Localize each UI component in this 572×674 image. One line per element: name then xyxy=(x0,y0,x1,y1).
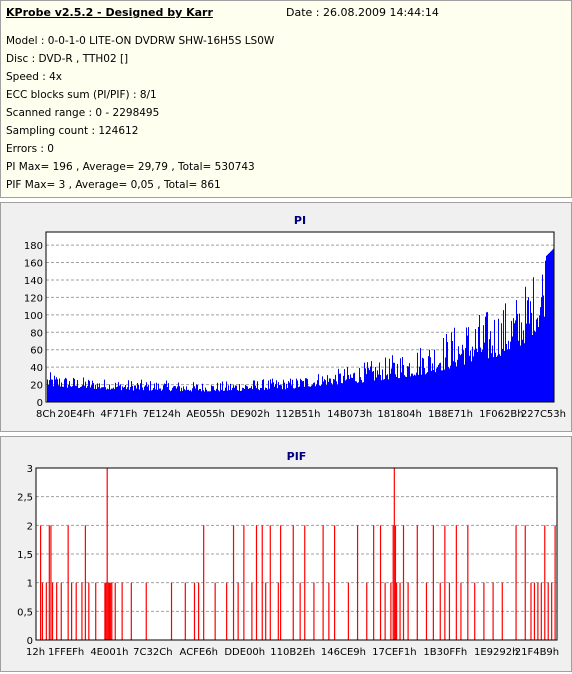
pif-xtick-label: ACFE6h xyxy=(180,647,218,658)
pi-xtick-label: 1F062Bh xyxy=(479,409,523,420)
pif-plot-border xyxy=(35,467,558,641)
pif-xtick-label: 1FFEFh xyxy=(48,647,84,658)
pi-xtick-label: 8Ch xyxy=(36,409,56,420)
pif-xtick-label: 1B30FFh xyxy=(423,647,467,658)
pi-plot-border xyxy=(45,231,555,403)
pi-xtick-label: 14B073h xyxy=(327,409,372,420)
info-pi-summary: PI Max= 196 , Average= 29,79 , Total= 53… xyxy=(6,161,255,173)
pi-ytick-label: 60 xyxy=(30,346,43,357)
info-sampling: Sampling count : 124612 xyxy=(6,125,139,137)
pif-ytick-label: 0,5 xyxy=(17,607,33,618)
pif-ytick-label: 2,5 xyxy=(17,493,33,504)
pi-chart-panel: PI 0 20 40 60 80 100 120 140 160 180 8Ch 20E4Fh 4F71F… xyxy=(0,202,572,432)
pi-xtick-label: 112B51h xyxy=(275,409,320,420)
pif-xtick-label: DDE00h xyxy=(224,647,265,658)
pi-xtick-label: AE055h xyxy=(186,409,225,420)
pi-series xyxy=(47,248,554,402)
app-title: KProbe v2.5.2 - Designed by Karr xyxy=(6,6,213,19)
pif-xtick-label: 17CEF1h xyxy=(372,647,416,658)
info-lines: Model : 0-0-1-0 LITE-ON DVDRW SHW-16H5S … xyxy=(6,35,274,197)
pif-xtick-label: 4E001h xyxy=(90,647,128,658)
pif-xtick-label: 12h xyxy=(26,647,45,658)
pi-ytick-label: 140 xyxy=(24,276,43,287)
pi-ytick-label: 20 xyxy=(30,381,43,392)
pi-ytick-label: 40 xyxy=(30,363,43,374)
pi-xtick-label: 20E4Fh xyxy=(57,409,95,420)
pif-xtick-label: 146CE9h xyxy=(321,647,366,658)
pi-chart-title: PI xyxy=(294,214,306,227)
pi-xtick-label: DE902h xyxy=(230,409,269,420)
pi-xtick-label: 181804h xyxy=(377,409,422,420)
info-panel: KProbe v2.5.2 - Designed by Karr Date : … xyxy=(0,0,572,198)
scan-date: Date : 26.08.2009 14:44:14 xyxy=(286,6,439,19)
pif-xtick-label: 110B2Eh xyxy=(270,647,315,658)
pi-ytick-label: 0 xyxy=(37,398,43,409)
pi-ytick-label: 180 xyxy=(24,241,43,252)
pi-ytick-label: 80 xyxy=(30,328,43,339)
pi-ytick-label: 160 xyxy=(24,259,43,270)
pif-ytick-label: 2 xyxy=(27,521,33,532)
pif-ytick-label: 0 xyxy=(27,636,33,647)
info-pif-summary: PIF Max= 3 , Average= 0,05 , Total= 861 xyxy=(6,179,221,191)
pif-ytick-label: 1,5 xyxy=(17,550,33,561)
pif-chart-panel: PIF 0 0,5 1 1,5 2 2,5 3 12h 1FFEFh 4E001h 7C32Ch ACF… xyxy=(0,436,572,672)
pif-chart: PIF 0 0,5 1 1,5 2 2,5 3 12h 1FFEFh 4E001h 7C32Ch ACF… xyxy=(17,450,559,658)
pif-xtick-label: 7C32Ch xyxy=(133,647,172,658)
pi-chart: PI 0 20 40 60 80 100 120 140 160 180 8Ch 20E4Fh 4F71F… xyxy=(24,214,566,420)
pif-ytick-label: 3 xyxy=(27,464,33,475)
pi-xtick-label: 7E124h xyxy=(143,409,181,420)
pif-xtick-label: 1E9292h xyxy=(474,647,518,658)
pif-ytick-label: 1 xyxy=(27,579,33,590)
info-disc: Disc : DVD-R , TTH02 [] xyxy=(6,53,129,65)
pif-xtick-label: 21F4B9h xyxy=(515,647,559,658)
pif-series xyxy=(39,468,556,640)
info-ecc: ECC blocks sum (PI/PIF) : 8/1 xyxy=(6,89,157,101)
info-model: Model : 0-0-1-0 LITE-ON DVDRW SHW-16H5S … xyxy=(6,35,275,47)
info-speed: Speed : 4x xyxy=(6,71,63,83)
pi-xtick-label: 227C53h xyxy=(521,409,566,420)
pi-ytick-label: 120 xyxy=(24,293,43,304)
pi-ytick-label: 100 xyxy=(24,311,43,322)
pif-chart-title: PIF xyxy=(287,450,307,463)
info-range: Scanned range : 0 - 2298495 xyxy=(6,107,160,119)
pi-xtick-label: 1B8E71h xyxy=(428,409,473,420)
pi-xtick-label: 4F71Fh xyxy=(100,409,137,420)
info-errors: Errors : 0 xyxy=(6,143,54,155)
